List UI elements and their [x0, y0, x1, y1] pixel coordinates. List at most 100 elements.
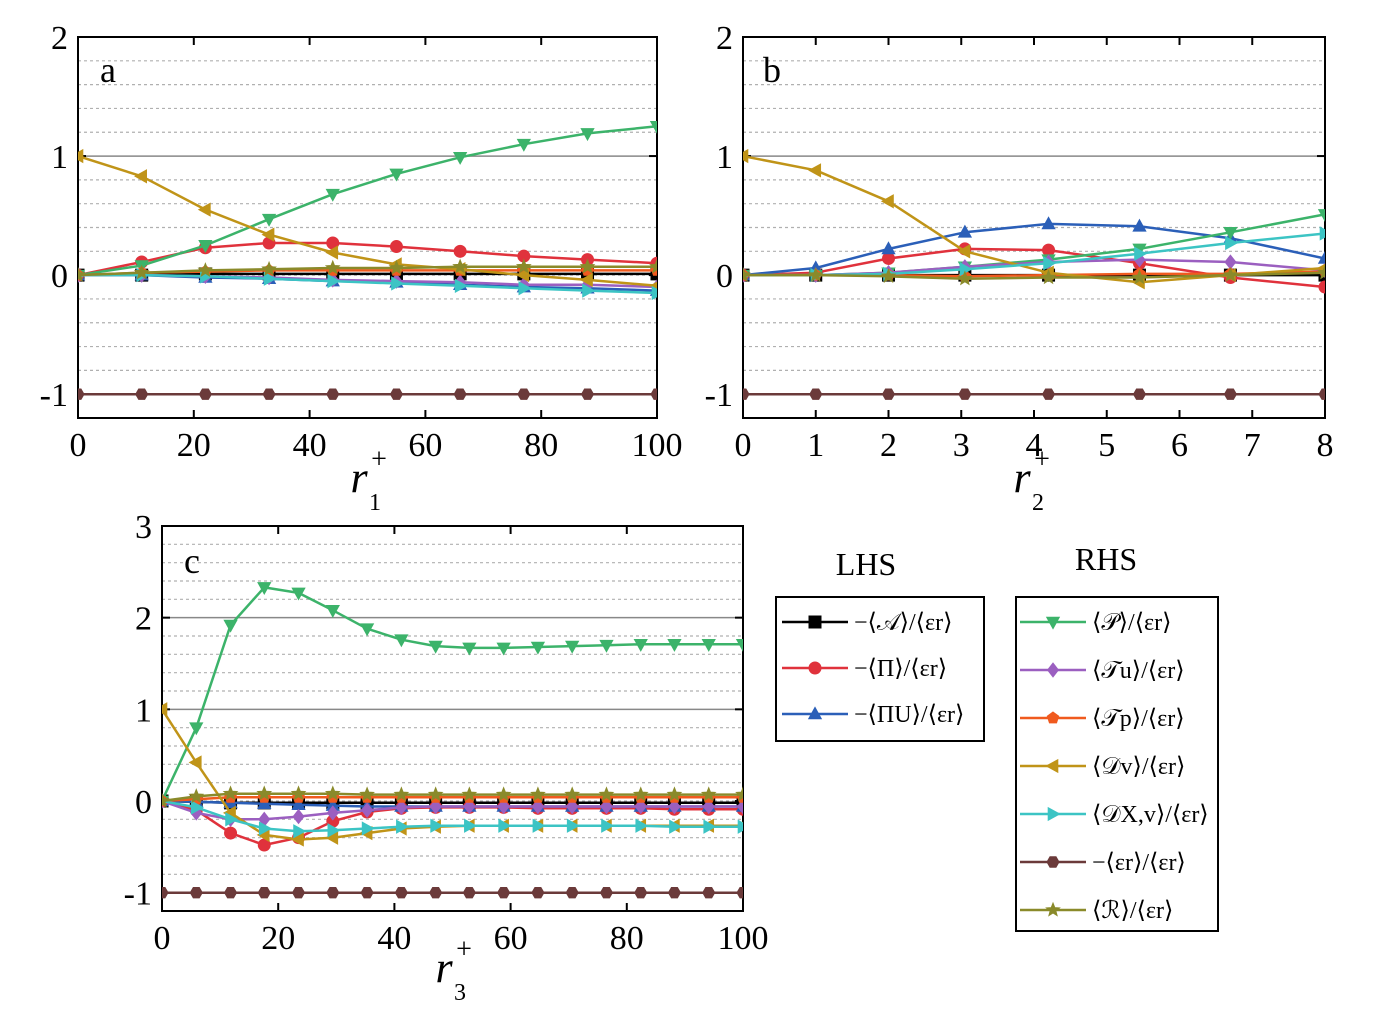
x-tick-label: 0	[70, 427, 87, 464]
series-point-Pi	[882, 251, 895, 265]
series-point-R	[598, 786, 615, 802]
series-point-R	[515, 258, 532, 274]
y-tick-label: -1	[705, 377, 733, 414]
grid-lines	[743, 60, 1325, 395]
series-point-R	[452, 258, 468, 274]
series-line-R	[743, 271, 1325, 280]
series-point-DXv	[635, 818, 649, 833]
series-point-DXv	[1134, 246, 1148, 261]
series-point-Tu	[463, 798, 476, 815]
y-tick-label: -1	[40, 377, 68, 414]
x-tick-label: 0	[735, 427, 752, 464]
series-point-er	[189, 886, 203, 899]
series-point-Tu	[668, 798, 681, 815]
series-point-er	[453, 388, 467, 400]
series-point-R	[579, 258, 596, 274]
series-point-P	[291, 587, 306, 601]
series-point-DXv	[225, 812, 239, 827]
series-line-P	[78, 125, 657, 277]
series-point-DXv	[737, 819, 743, 834]
y-tick-label: 2	[51, 20, 68, 57]
series-point-DXv	[258, 821, 272, 836]
series-point-er	[667, 886, 682, 899]
series-line-P	[743, 213, 1325, 277]
series-point-R	[495, 786, 512, 802]
series-point-DXv	[391, 276, 405, 291]
series-point-R	[197, 262, 214, 278]
series-point-er	[223, 886, 238, 899]
series-point-DXv	[498, 818, 512, 833]
series-point-P	[1317, 209, 1325, 223]
series-point-P	[325, 605, 340, 618]
series-point-DXv	[518, 281, 532, 296]
series-point-P	[735, 638, 743, 652]
series-point-DXv	[454, 278, 468, 293]
series-point-P	[516, 138, 531, 152]
series-point-P	[633, 638, 648, 652]
series-point-R	[564, 786, 581, 802]
series-point-R	[632, 786, 649, 802]
rhs-legend-title: RHS	[1075, 541, 1137, 577]
series-point-P	[530, 641, 546, 655]
series-point-er	[1041, 388, 1056, 400]
series-point-P	[452, 151, 468, 165]
plot-frame	[161, 525, 744, 912]
series-point-Tu	[429, 798, 442, 815]
series-point-DXv	[190, 800, 204, 815]
legend-label-A: −⟨𝒜⟩/⟨εr⟩	[854, 610, 952, 636]
series-point-er	[162, 886, 169, 899]
series-point-R	[530, 786, 546, 802]
series-point-er	[702, 886, 716, 899]
series-point-R	[743, 266, 751, 282]
x-tick-label: 3	[953, 427, 970, 464]
series-point-er	[809, 388, 823, 400]
series-line-R	[162, 792, 743, 803]
series-point-DXv	[396, 819, 410, 834]
series-point-Dv	[134, 169, 147, 184]
legend-label-Tu: ⟨𝒯u⟩/⟨εr⟩	[1092, 658, 1185, 684]
series-point-R	[649, 258, 657, 274]
series-point-DXv	[464, 818, 477, 833]
legend-label-P: ⟨𝒫⟩/⟨εr⟩	[1092, 610, 1172, 636]
series-line-R	[78, 265, 657, 277]
series-point-er	[389, 388, 404, 400]
series-point-R	[735, 786, 743, 802]
series-point-er	[881, 388, 896, 400]
series-point-P	[359, 623, 375, 637]
panel-letter: c	[184, 541, 200, 581]
series-point-er	[394, 886, 408, 899]
x-tick-label: 6	[1171, 427, 1188, 464]
series-point-PiU	[1041, 216, 1056, 230]
series-point-Pi	[1318, 280, 1325, 294]
x-tick-label: 20	[261, 920, 295, 957]
legend-label-Tp: ⟨𝒯p⟩/⟨εr⟩	[1092, 706, 1185, 732]
series-line-Dv	[78, 154, 657, 288]
x-axis-label-sup: +	[1034, 444, 1050, 475]
series-group	[743, 148, 1325, 400]
x-tick-label: 5	[1098, 427, 1115, 464]
series-point-DXv	[327, 823, 341, 838]
series-point-Dv	[957, 244, 971, 259]
series-point-Dv	[290, 832, 304, 847]
series-point-er	[429, 886, 443, 899]
y-tick-label: 1	[716, 139, 733, 176]
y-tick-label: -1	[124, 876, 152, 913]
series-point-er	[497, 886, 511, 899]
series-point-PiU	[881, 241, 896, 255]
x-tick-label: 100	[718, 920, 769, 957]
y-tick-label: 0	[716, 258, 733, 295]
series-point-P	[565, 640, 580, 654]
legend-label-Pi: −⟨Π⟩/⟨εr⟩	[854, 656, 947, 682]
series-point-P	[428, 640, 443, 654]
x-tick-label: 60	[408, 427, 442, 464]
x-tick-label: 8	[1317, 427, 1334, 464]
legend-marker-PiU	[807, 706, 823, 720]
series-point-PiU	[1132, 218, 1147, 232]
series-point-R	[461, 786, 478, 802]
series-point-R	[359, 786, 375, 802]
series-point-DXv	[430, 818, 444, 833]
series-point-Dv	[743, 148, 749, 164]
x-axis-label-sup: +	[456, 934, 472, 965]
x-tick-label: 20	[177, 427, 211, 464]
